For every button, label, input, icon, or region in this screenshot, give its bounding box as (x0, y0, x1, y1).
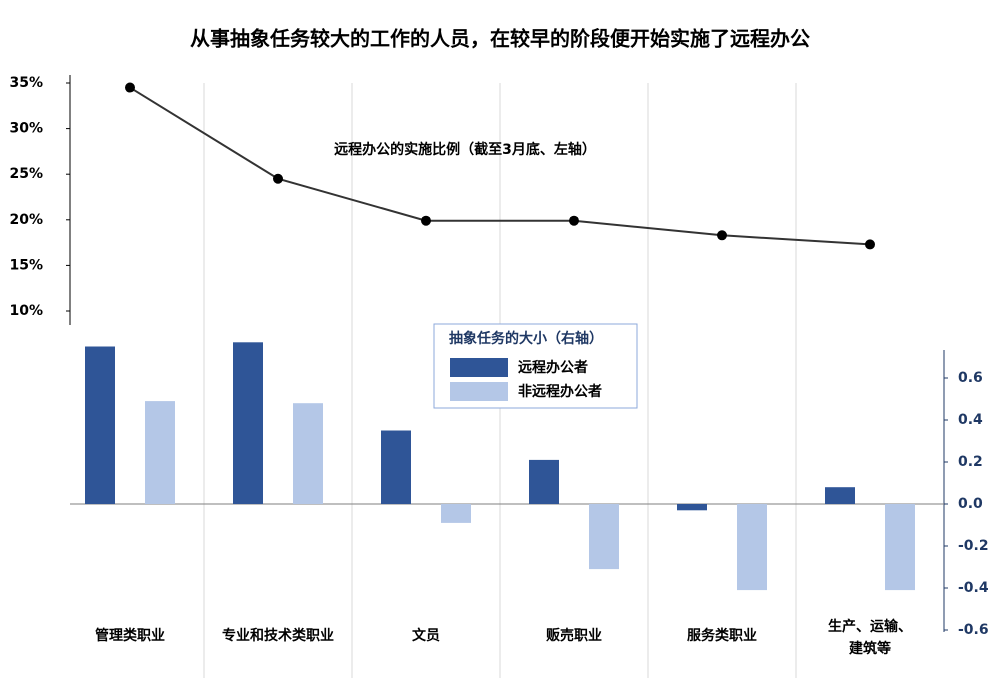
x-tick-label: 生产、运输、建筑等 (828, 618, 912, 657)
bar (145, 401, 175, 504)
y2-tick-label: 0.2 (958, 454, 983, 470)
chart-title: 从事抽象任务较大的工作的人员，在较早的阶段便开始实施了远程办公 (190, 27, 810, 51)
x-tick-label: 贩売职业 (546, 627, 602, 644)
bar (381, 430, 411, 504)
marker (717, 230, 727, 241)
line (129, 86, 871, 246)
y2-tick-label: 0.6 (958, 370, 983, 386)
y2-tick-label: -0.6 (958, 622, 989, 638)
bar (737, 504, 767, 591)
bar (233, 342, 263, 504)
marker (569, 215, 579, 226)
y-tick-label: 35% (9, 75, 43, 91)
y-tick-label: 25% (9, 166, 43, 182)
y2-tick-label: 0.0 (958, 496, 983, 512)
bar (885, 504, 915, 591)
y2-tick-label: 0.4 (958, 412, 983, 428)
bar (677, 504, 707, 511)
y-tick-label: 30% (9, 121, 43, 137)
bar (589, 504, 619, 570)
x-tick-label: 文员 (412, 627, 440, 644)
x-tick-label: 管理类职业 (95, 627, 165, 644)
x-tick-label: 服务类职业 (687, 627, 757, 644)
bar (825, 487, 855, 504)
bar (529, 459, 559, 504)
x-tick-label: 专业和技术类职业 (222, 627, 334, 644)
legend-label: 非远程办公者 (518, 383, 602, 400)
bar (441, 504, 471, 523)
y-tick-label: 15% (9, 257, 43, 273)
line-label: 远程办公的实施比例（截至3月底、左轴） (334, 141, 596, 158)
legend-swatch (450, 382, 508, 401)
marker (421, 215, 431, 226)
y-tick-label: 20% (9, 212, 43, 228)
legend-title: 抽象任务的大小（右轴） (449, 330, 603, 347)
legend-label: 远程办公者 (518, 359, 588, 376)
marker (125, 82, 135, 93)
legend-swatch (450, 358, 508, 377)
y-tick-label: 10% (9, 303, 43, 319)
y2-tick-label: -0.4 (958, 580, 989, 596)
bar (293, 403, 323, 504)
y2-tick-label: -0.2 (958, 538, 989, 554)
bar (85, 346, 115, 504)
marker (865, 239, 875, 250)
marker (273, 173, 283, 184)
